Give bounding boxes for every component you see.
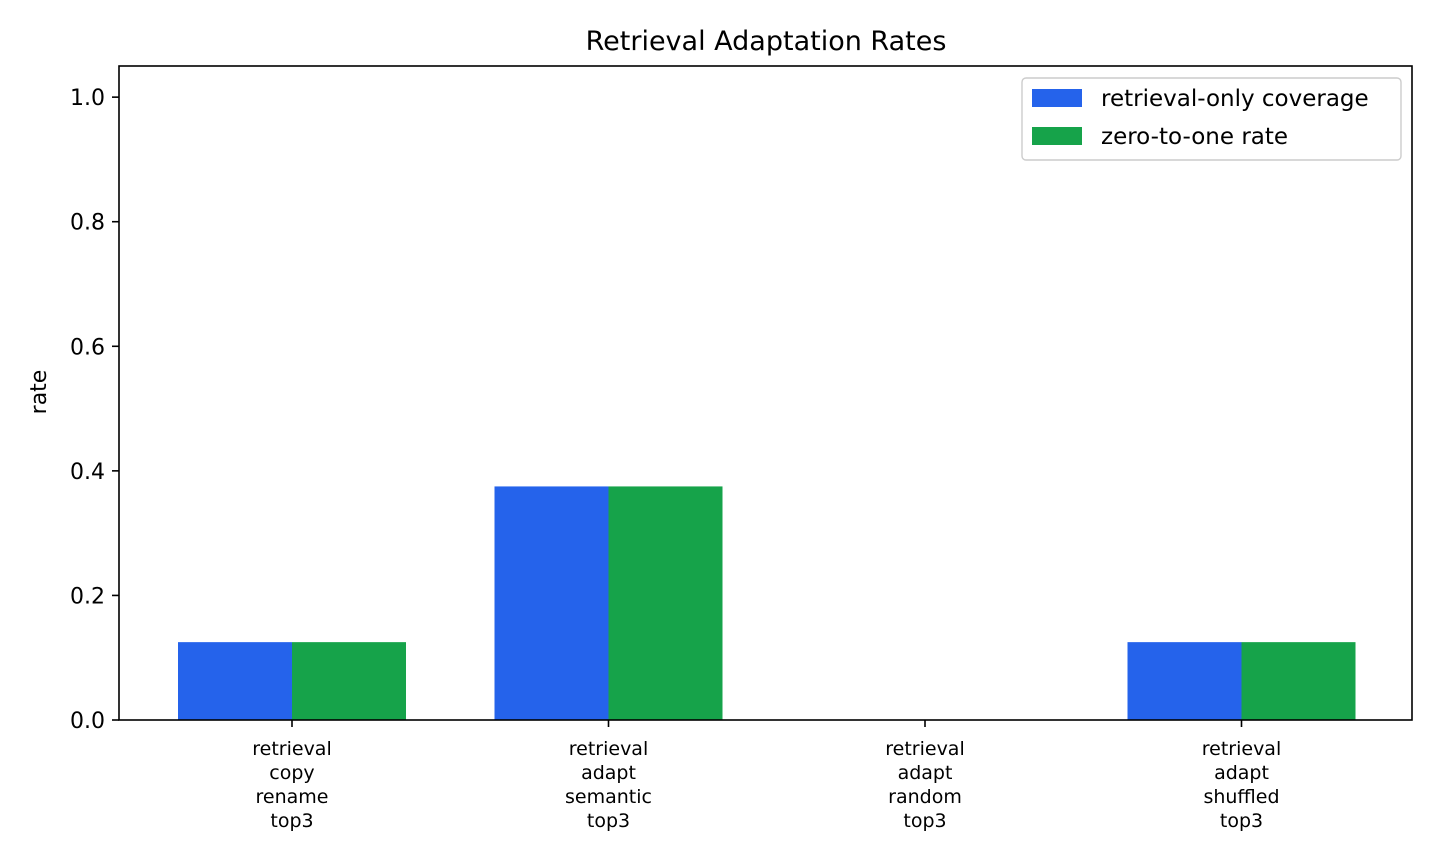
x-tick-label: retrieval adapt random top3 <box>885 738 964 832</box>
bar-retrieval-only-coverage-0 <box>178 642 292 720</box>
x-tick-label-line: top3 <box>270 810 313 832</box>
y-tick-label: 1.0 <box>70 86 105 111</box>
y-tick-label: 0.8 <box>70 211 105 236</box>
chart-title: Retrieval Adaptation Rates <box>586 26 947 57</box>
x-tick-label-line: top3 <box>587 810 630 832</box>
y-tick-label: 0.2 <box>70 584 105 609</box>
x-tick-label-line: adapt <box>898 762 953 784</box>
legend-entry-retrieval-only-coverage: retrieval-only coverage <box>1101 86 1369 112</box>
x-tick-label-line: retrieval <box>885 738 964 760</box>
x-tick-label-line: retrieval <box>1202 738 1281 760</box>
y-tick-label: 0.0 <box>70 709 105 734</box>
x-tick-label-line: top3 <box>1220 810 1263 832</box>
x-tick-label: retrieval copy rename top3 <box>252 738 331 832</box>
y-axis-label: rate <box>27 370 52 415</box>
y-axis-ticks: 0.0 0.2 0.4 0.6 0.8 1.0 <box>70 86 119 734</box>
legend-entry-zero-to-one-rate: zero-to-one rate <box>1101 124 1288 150</box>
x-tick-label-line: shuffled <box>1203 786 1279 808</box>
x-tick-label: retrieval adapt shuffled top3 <box>1202 738 1281 832</box>
x-tick-label: retrieval adapt semantic top3 <box>565 738 652 832</box>
bars-group <box>178 486 1356 720</box>
x-tick-label-line: semantic <box>565 786 652 808</box>
bar-retrieval-only-coverage-3 <box>1127 642 1242 720</box>
legend: retrieval-only coverage zero-to-one rate <box>1021 77 1402 161</box>
y-tick-label: 0.6 <box>70 335 105 360</box>
bar-zero-to-one-rate-3 <box>1241 642 1356 720</box>
x-tick-label-line: adapt <box>1214 762 1269 784</box>
bar-zero-to-one-rate-1 <box>608 486 723 720</box>
x-tick-label-line: rename <box>256 786 329 808</box>
x-tick-label-line: random <box>888 786 962 808</box>
bar-zero-to-one-rate-0 <box>292 642 406 720</box>
legend-swatch-zero-to-one-rate <box>1032 127 1082 145</box>
x-tick-label-line: copy <box>269 762 314 784</box>
x-tick-label-line: retrieval <box>569 738 648 760</box>
legend-swatch-retrieval-only-coverage <box>1032 89 1082 107</box>
x-tick-label-line: retrieval <box>252 738 331 760</box>
plot-frame <box>118 65 1413 721</box>
x-tick-label-line: top3 <box>903 810 946 832</box>
legend-box <box>1021 77 1402 161</box>
x-tick-label-line: adapt <box>581 762 636 784</box>
bar-retrieval-only-coverage-1 <box>494 486 609 720</box>
y-tick-label: 0.4 <box>70 460 105 485</box>
